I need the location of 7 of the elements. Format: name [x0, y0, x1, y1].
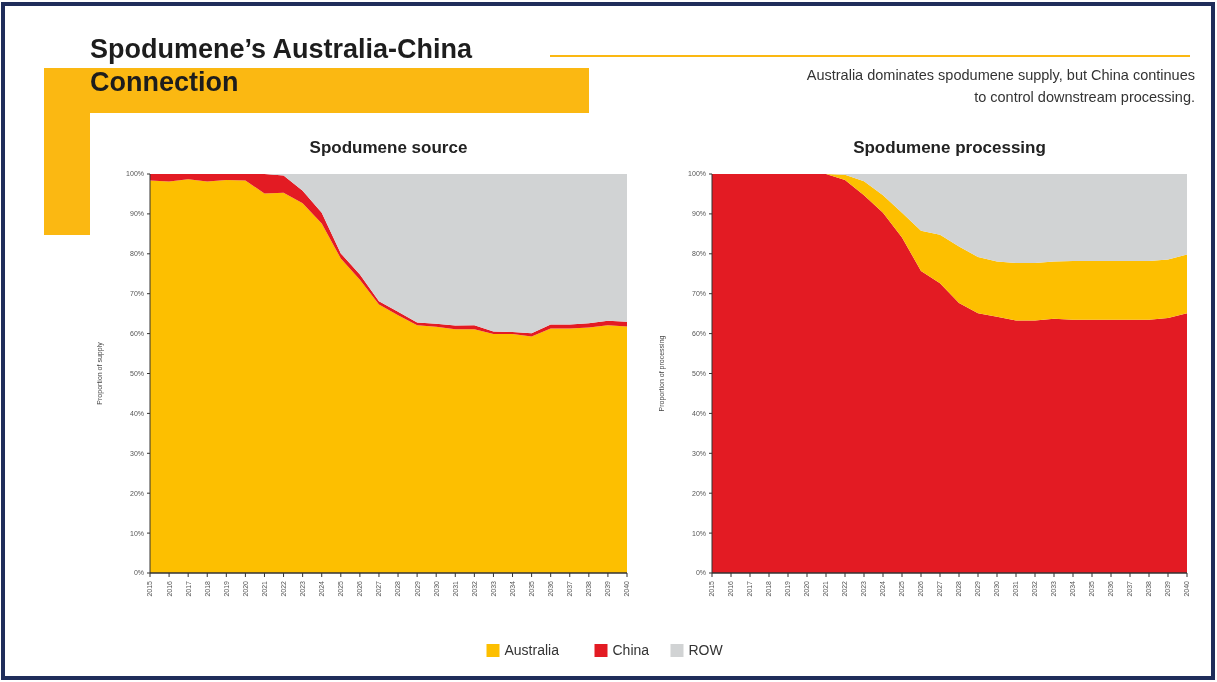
text: Australia dominates spodumene supply, but China continues to control downstream processing.	[806, 67, 1195, 105]
chart-title: Spodumene processing	[853, 138, 1046, 157]
text: Spodumene’s Australia-China Connection	[90, 34, 474, 97]
chart-title: Spodumene source	[309, 138, 468, 157]
legend-label: China	[612, 641, 650, 658]
legend-label: ROW	[688, 641, 724, 658]
legend-label: Australia	[504, 641, 560, 658]
